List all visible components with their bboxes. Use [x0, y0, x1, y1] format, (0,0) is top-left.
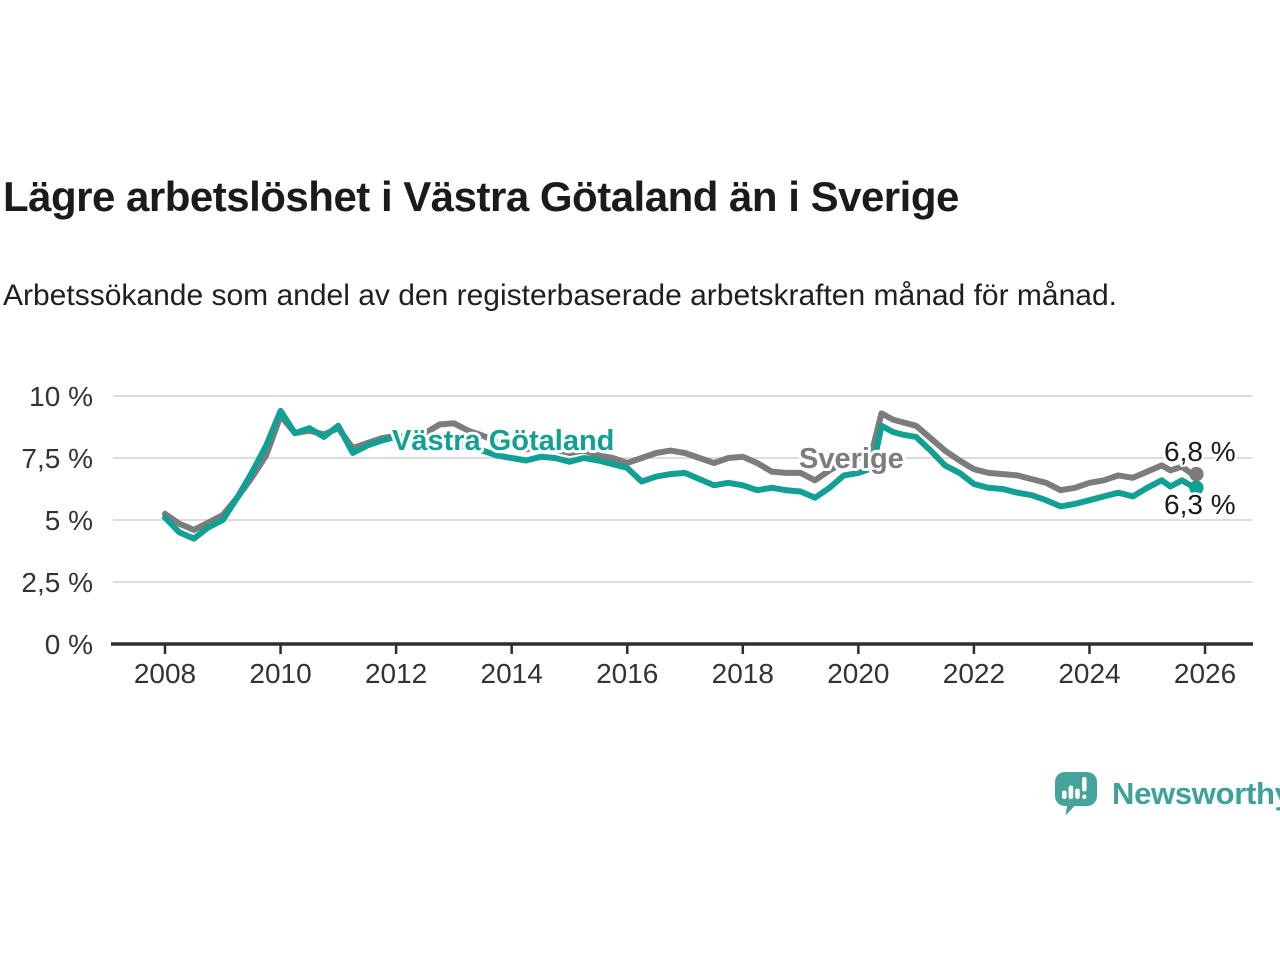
end-value-label-sverige: 6,8 %	[1164, 436, 1236, 467]
x-tick-label-2018: 2018	[712, 658, 774, 689]
end-value-label-vastra-gotaland: 6,3 %	[1164, 489, 1236, 520]
x-tick-label-2010: 2010	[249, 658, 311, 689]
x-tick-label-2024: 2024	[1058, 658, 1120, 689]
logo-exclamation-dot	[1082, 794, 1087, 799]
series-label-vastra-gotaland: Västra Götaland	[392, 425, 614, 457]
series-end-dot-vastra-gotaland	[1189, 480, 1204, 495]
series-label-sverige: Sverige	[799, 443, 904, 475]
x-tick-label-2014: 2014	[481, 658, 543, 689]
y-tick-label-2.5: 2,5 %	[21, 567, 93, 598]
x-tick-label-2012: 2012	[365, 658, 427, 689]
page-title: Lägre arbetslöshet i Västra Götaland än …	[3, 173, 959, 221]
y-tick-label-5: 5 %	[45, 505, 93, 536]
x-tick-label-2022: 2022	[943, 658, 1005, 689]
x-tick-label-2016: 2016	[596, 658, 658, 689]
y-tick-label-0: 0 %	[45, 629, 93, 660]
logo-wordmark: Newsworthy	[1112, 776, 1280, 811]
chart-canvas: 2008 2010 2012 2014 2016 2018 2020 2022 2024 2026…	[21, 381, 1253, 689]
series-end-dot-sverige	[1189, 466, 1204, 482]
x-tick-label-2026: 2026	[1174, 658, 1236, 689]
page-subtitle: Arbetssökande som andel av den registerb…	[3, 279, 1117, 312]
x-tick-label-2008: 2008	[134, 658, 196, 689]
logo-exclamation-bar	[1082, 777, 1087, 792]
unemployment-line-chart: 2008 2010 2012 2014 2016 2018 2020 2022 2024 2026…	[0, 360, 1280, 700]
logo-bar-chart-icon	[1062, 777, 1087, 799]
logo-speech-bubble-icon	[1055, 772, 1097, 816]
y-tick-label-7.5: 7,5 %	[21, 443, 93, 474]
x-tick-label-2020: 2020	[827, 658, 889, 689]
series-line-vastra-gotaland	[162, 407, 1200, 542]
y-tick-label-10: 10 %	[29, 381, 93, 412]
newsworthy-logo: Newsworthy	[1053, 770, 1280, 818]
